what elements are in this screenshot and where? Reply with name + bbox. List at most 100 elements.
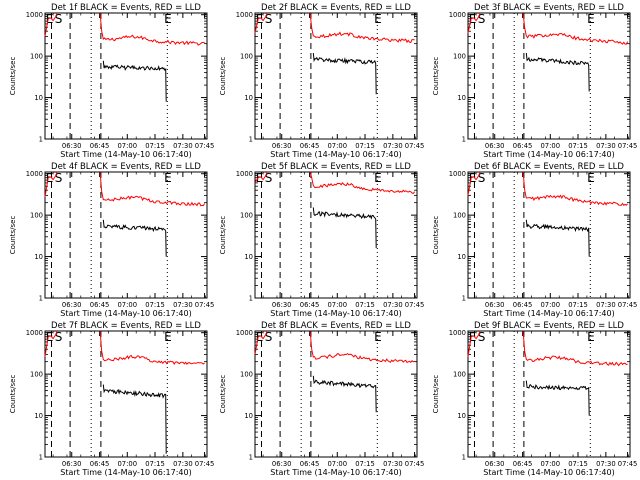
x-tick-label: 07:15 xyxy=(145,460,165,468)
y-tick-label: 100 xyxy=(240,371,253,379)
event-marker-s: S xyxy=(265,171,273,185)
black-events-series xyxy=(525,219,590,257)
axes-frame xyxy=(44,12,208,140)
x-tick-label: 06:45 xyxy=(513,301,533,309)
event-marker-e: E xyxy=(374,12,382,26)
x-tick-label: 07:30 xyxy=(383,460,403,468)
x-tick-label: 06:30 xyxy=(62,301,82,309)
x-tick-label: 07:45 xyxy=(405,460,425,468)
x-tick-label: 07:45 xyxy=(405,142,425,150)
x-tick-label: 06:30 xyxy=(272,460,292,468)
y-tick-label: 1000 xyxy=(449,11,466,19)
y-tick-label: 1000 xyxy=(26,11,43,19)
red-lld-series xyxy=(309,330,415,364)
event-marker-s: S xyxy=(55,171,63,185)
x-tick-label: 06:30 xyxy=(485,142,505,150)
y-tick-label: 1000 xyxy=(236,329,253,337)
red-lld-series xyxy=(522,171,628,207)
y-tick-label: 1 xyxy=(249,295,253,303)
x-tick-label: 07:45 xyxy=(618,142,638,150)
x-tick-label: 07:30 xyxy=(173,142,193,150)
x-tick-label: 07:30 xyxy=(596,301,616,309)
panel-8: Det 8f BLACK = Events, RED = LLD 1 10 100 10… xyxy=(219,321,424,477)
x-axis-label: Start Time (14-May-10 06:17:40) xyxy=(60,309,191,318)
panel-3: Det 3f BLACK = Events, RED = LLD 1 10 100 10… xyxy=(432,3,637,159)
x-tick-label: 07:15 xyxy=(145,142,165,150)
y-tick-label: 100 xyxy=(240,53,253,61)
black-events-series xyxy=(102,219,167,257)
axes-frame xyxy=(467,330,631,458)
panel-9: Det 9f BLACK = Events, RED = LLD 1 10 100 10… xyxy=(432,321,637,477)
event-marker-s: S xyxy=(265,330,273,344)
panel-title: Det 1f BLACK = Events, RED = LLD xyxy=(51,3,201,13)
x-axis-label: Start Time (14-May-10 06:17:40) xyxy=(270,309,401,318)
y-tick-label: 1 xyxy=(462,454,466,462)
event-marker-e: E xyxy=(587,12,595,26)
x-tick-label: 07:00 xyxy=(327,301,347,309)
y-tick-label: 100 xyxy=(453,212,466,220)
y-tick-label: 10 xyxy=(34,94,43,102)
x-tick-label: 07:15 xyxy=(355,142,375,150)
y-tick-label: 10 xyxy=(244,94,253,102)
x-tick-label: 07:30 xyxy=(173,301,193,309)
panel-title: Det 9f BLACK = Events, RED = LLD xyxy=(474,321,624,331)
panel-title: Det 8f BLACK = Events, RED = LLD xyxy=(261,321,411,331)
event-marker-e: E xyxy=(164,171,172,185)
y-tick-label: 1 xyxy=(249,454,253,462)
y-tick-label: 10 xyxy=(34,412,43,420)
y-tick-label: 1 xyxy=(39,136,43,144)
x-tick-label: 07:45 xyxy=(618,460,638,468)
x-tick-label: 06:30 xyxy=(62,460,82,468)
x-tick-label: 07:15 xyxy=(145,301,165,309)
y-tick-label: 100 xyxy=(30,53,43,61)
red-lld-series-pre xyxy=(467,330,481,357)
y-tick-label: 10 xyxy=(457,94,466,102)
red-lld-series-pre xyxy=(254,171,268,184)
x-tick-label: 07:15 xyxy=(355,301,375,309)
y-tick-label: 1 xyxy=(39,295,43,303)
x-tick-label: 07:00 xyxy=(540,301,560,309)
event-marker-e: E xyxy=(46,330,54,344)
x-tick-label: 07:00 xyxy=(327,142,347,150)
y-tick-label: 1 xyxy=(249,136,253,144)
x-tick-label: 06:30 xyxy=(485,460,505,468)
y-axis-label: Counts/sec xyxy=(9,375,17,414)
y-tick-label: 100 xyxy=(30,371,43,379)
event-marker-e: E xyxy=(256,12,264,26)
red-lld-series-pre xyxy=(254,330,268,355)
x-tick-label: 06:30 xyxy=(62,142,82,150)
y-tick-label: 1000 xyxy=(449,170,466,178)
x-tick-label: 07:00 xyxy=(327,460,347,468)
y-tick-label: 1000 xyxy=(26,170,43,178)
red-lld-series-pre xyxy=(44,330,58,357)
y-tick-label: 10 xyxy=(244,253,253,261)
y-axis-label: Counts/sec xyxy=(432,57,440,96)
event-marker-s: S xyxy=(478,330,486,344)
x-tick-label: 07:30 xyxy=(596,142,616,150)
x-tick-label: 07:45 xyxy=(618,301,638,309)
y-tick-label: 10 xyxy=(244,412,253,420)
panel-6: Det 6f BLACK = Events, RED = LLD 1 10 100 10… xyxy=(432,162,637,318)
axes-frame xyxy=(254,330,418,458)
y-tick-label: 1000 xyxy=(449,329,466,337)
black-events-series xyxy=(312,375,377,413)
x-tick-label: 07:15 xyxy=(355,460,375,468)
y-axis-label: Counts/sec xyxy=(432,375,440,414)
red-lld-series xyxy=(99,12,205,46)
y-tick-label: 100 xyxy=(30,212,43,220)
event-marker-e: E xyxy=(374,330,382,344)
y-axis-label: Counts/sec xyxy=(432,216,440,255)
x-tick-label: 06:45 xyxy=(513,460,533,468)
red-lld-series xyxy=(99,330,205,366)
event-marker-e: E xyxy=(256,330,264,344)
black-events-series xyxy=(312,207,377,249)
y-tick-label: 100 xyxy=(453,53,466,61)
x-tick-label: 06:30 xyxy=(485,301,505,309)
x-tick-label: 07:00 xyxy=(540,460,560,468)
event-marker-e: E xyxy=(587,330,595,344)
black-events-series xyxy=(312,52,377,95)
x-tick-label: 07:45 xyxy=(195,142,215,150)
event-marker-e: E xyxy=(164,330,172,344)
y-tick-label: 1000 xyxy=(236,170,253,178)
axes-frame xyxy=(254,12,418,140)
